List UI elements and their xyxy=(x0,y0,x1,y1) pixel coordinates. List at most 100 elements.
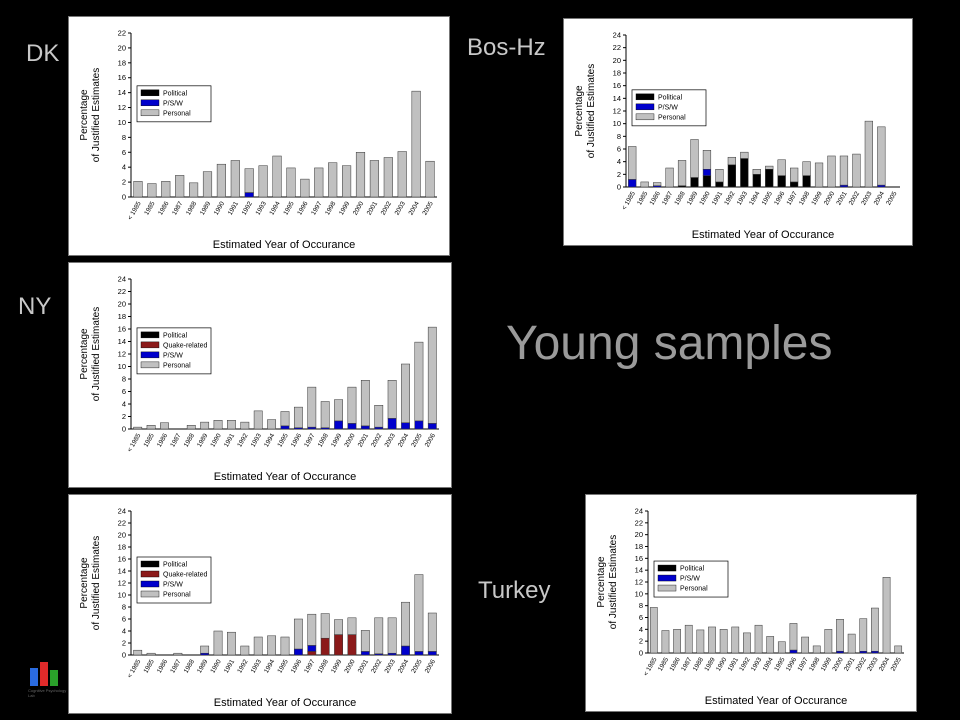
bar-segment-personal xyxy=(360,380,370,427)
bar-segment-personal xyxy=(425,160,435,198)
bar-segment-personal xyxy=(715,169,724,183)
legend-swatch-personal xyxy=(635,113,655,121)
bar-segment-quake-related xyxy=(307,651,317,656)
bar-segment-p-s-w xyxy=(839,184,849,188)
bar-segment-personal xyxy=(628,146,637,180)
bar-segment-personal xyxy=(186,425,196,430)
y-tick-label: 10 xyxy=(635,589,643,598)
bar-segment-personal xyxy=(801,636,809,654)
y-tick-label: 14 xyxy=(118,88,126,97)
legend-swatch-personal xyxy=(140,361,160,369)
y-tick-label: 20 xyxy=(118,531,126,540)
x-tick-label: 1987 xyxy=(169,658,182,674)
y-tick-label: 22 xyxy=(118,519,126,528)
dk-label: DK xyxy=(26,40,60,67)
x-tick-label: 1996 xyxy=(296,200,309,216)
bar-segment-p-s-w xyxy=(334,420,343,430)
x-tick-label: 2005 xyxy=(890,656,903,672)
bar-segment-personal xyxy=(200,421,210,430)
x-tick-label: 2001 xyxy=(843,656,856,672)
y-tick-label: 14 xyxy=(613,94,621,103)
y-tick-label: 0 xyxy=(122,425,126,434)
x-tick-label: 1991 xyxy=(727,656,740,672)
ny-label: NY xyxy=(18,293,52,320)
y-tick-label: 12 xyxy=(118,350,126,359)
x-tick-label: 1985 xyxy=(143,658,156,674)
y-axis-label: Percentage xyxy=(79,557,90,609)
bar-segment-personal xyxy=(160,422,169,430)
x-tick-label: < 1985 xyxy=(642,656,658,677)
x-tick-label: 1997 xyxy=(310,200,323,216)
bar-segment-personal xyxy=(314,167,324,198)
x-tick-label: 1995 xyxy=(282,200,295,216)
y-tick-label: 8 xyxy=(122,133,126,142)
y-axis-label: of Justified Estimates xyxy=(91,536,102,630)
x-tick-label: < 1985 xyxy=(126,658,142,679)
y-tick-label: 18 xyxy=(118,312,126,321)
x-tick-label: 1988 xyxy=(183,432,196,448)
legend-swatch-political xyxy=(140,331,160,339)
bar-segment-quake-related xyxy=(347,634,357,656)
bar-segment-personal xyxy=(240,645,250,656)
ny-quake-chart-panel: 0 2 4 6 8 10 12 14 16 18 20 22 24 Percentage of Justif… xyxy=(68,494,452,714)
x-tick-label: 1986 xyxy=(156,432,169,448)
bar-segment-personal xyxy=(267,419,277,430)
legend-entry: Quake-related xyxy=(163,572,207,579)
bar-segment-personal xyxy=(653,182,662,186)
legend-entry: Personal xyxy=(163,110,191,117)
y-tick-label: 24 xyxy=(118,275,126,284)
bar-segment-personal xyxy=(411,90,421,198)
legend-entry: P/S/W xyxy=(658,104,678,111)
bar-segment-personal xyxy=(146,425,156,430)
legend-swatch-personal xyxy=(140,109,160,117)
y-tick-label: 16 xyxy=(118,325,126,334)
bar-segment-political xyxy=(752,174,761,188)
x-tick-label: 1985 xyxy=(143,432,156,448)
bar-segment-personal xyxy=(320,401,330,428)
bar-segment-personal xyxy=(665,167,674,188)
bar-segment-personal xyxy=(355,152,366,198)
y-axis-label: Percentage xyxy=(596,556,607,608)
y-tick-label: 24 xyxy=(635,507,643,516)
bar-segment-personal xyxy=(213,420,223,430)
bar-segment-p-s-w xyxy=(836,650,844,654)
x-tick-label: 2005 xyxy=(410,432,423,448)
x-tick-label: < 1985 xyxy=(127,200,143,221)
y-tick-label: 4 xyxy=(122,163,126,172)
bar-segment-p-s-w xyxy=(374,426,384,430)
bar-segment-personal xyxy=(253,410,263,430)
bar-segment-personal xyxy=(189,182,199,198)
x-tick-label: 1994 xyxy=(748,190,761,206)
bar-segment-personal xyxy=(387,380,397,419)
dk-chart-panel: 0 2 4 6 8 10 12 14 16 18 20 22 Percentage of Justifie… xyxy=(68,16,450,256)
bar-segment-personal xyxy=(307,613,317,646)
x-tick-label: 1991 xyxy=(227,200,240,216)
x-tick-label: 1998 xyxy=(317,432,330,448)
x-tick-label: 1994 xyxy=(268,200,281,216)
x-tick-label: 1995 xyxy=(276,658,289,674)
x-tick-label: 1994 xyxy=(263,432,276,448)
x-tick-label: 1993 xyxy=(250,658,263,674)
x-tick-label: 2000 xyxy=(352,200,365,216)
bar-segment-personal xyxy=(827,155,836,188)
bar-segment-personal xyxy=(175,175,185,198)
bar-segment-personal xyxy=(752,169,761,175)
x-tick-label: 1998 xyxy=(798,190,811,206)
x-axis-label: Estimated Year of Occurance xyxy=(213,239,355,251)
x-tick-label: 1992 xyxy=(236,432,249,448)
x-axis-label: Estimated Year of Occurance xyxy=(692,229,834,241)
logo-caption: Cognitive Psychology Lab xyxy=(28,688,67,698)
bar-segment-p-s-w xyxy=(859,650,868,654)
x-tick-label: 1987 xyxy=(661,190,674,206)
bar-segment-quake-related xyxy=(334,634,343,656)
y-tick-label: 4 xyxy=(639,625,643,634)
legend-entry: P/S/W xyxy=(680,576,700,583)
bar-segment-personal xyxy=(766,636,775,654)
turkey-label: Turkey xyxy=(478,577,551,604)
bar-segment-personal xyxy=(839,155,849,186)
bar-segment-personal xyxy=(293,618,303,650)
bar-segment-personal xyxy=(777,159,786,176)
x-tick-label: 2000 xyxy=(343,432,356,448)
